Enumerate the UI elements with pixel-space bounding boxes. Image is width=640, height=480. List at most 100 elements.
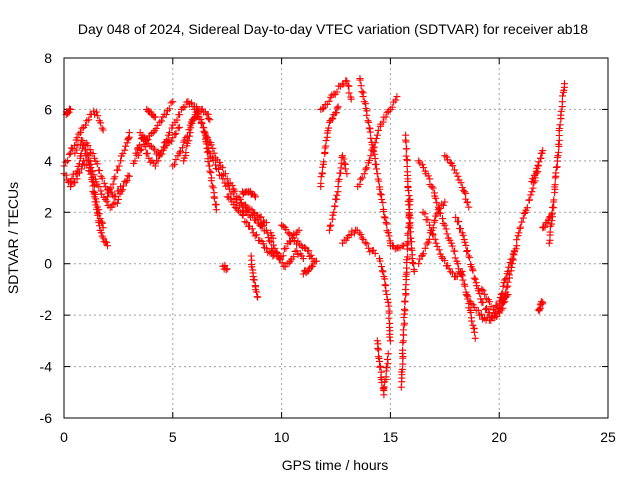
data-point bbox=[465, 252, 473, 260]
data-point bbox=[117, 157, 125, 165]
data-point bbox=[224, 180, 232, 188]
data-point bbox=[347, 95, 355, 103]
data-point bbox=[322, 137, 330, 145]
data-point bbox=[558, 92, 566, 100]
data-point bbox=[403, 145, 411, 153]
data-point bbox=[450, 166, 458, 174]
data-point bbox=[531, 171, 539, 179]
data-point bbox=[204, 114, 212, 122]
y-tick-label: -4 bbox=[40, 359, 53, 375]
data-point bbox=[442, 225, 450, 233]
series-ab18-45 bbox=[545, 80, 568, 247]
data-point bbox=[503, 283, 511, 291]
data-point bbox=[426, 221, 434, 229]
data-point bbox=[111, 173, 119, 181]
data-point bbox=[485, 298, 493, 306]
data-point bbox=[319, 163, 327, 171]
data-point bbox=[209, 144, 217, 152]
data-point bbox=[77, 149, 85, 157]
data-point bbox=[92, 195, 100, 203]
data-point bbox=[345, 82, 353, 90]
data-point bbox=[257, 213, 265, 221]
data-point bbox=[462, 241, 470, 249]
data-point bbox=[345, 89, 353, 97]
data-point bbox=[403, 156, 411, 164]
data-point bbox=[448, 242, 456, 250]
data-point bbox=[187, 124, 195, 132]
data-point bbox=[409, 259, 417, 267]
data-point bbox=[405, 192, 413, 200]
data-point bbox=[519, 214, 527, 222]
data-point bbox=[457, 179, 465, 187]
data-point bbox=[399, 339, 407, 347]
data-point bbox=[77, 128, 85, 136]
x-tick-label: 0 bbox=[60, 429, 68, 445]
data-point bbox=[113, 199, 121, 207]
data-point bbox=[325, 124, 333, 132]
data-point bbox=[383, 291, 391, 299]
data-point bbox=[98, 124, 106, 132]
series-ab18-06 bbox=[67, 141, 107, 232]
data-point bbox=[269, 234, 277, 242]
data-point bbox=[360, 170, 368, 178]
data-point bbox=[554, 152, 562, 160]
series-ab18-25 bbox=[317, 103, 342, 191]
data-point bbox=[451, 254, 459, 262]
data-point bbox=[375, 346, 383, 354]
data-point bbox=[482, 304, 490, 312]
data-point bbox=[172, 129, 180, 137]
data-point bbox=[235, 194, 243, 202]
data-point bbox=[95, 167, 103, 175]
data-point bbox=[383, 355, 391, 363]
data-point bbox=[382, 219, 390, 227]
data-point bbox=[206, 116, 214, 124]
data-point bbox=[393, 93, 401, 101]
data-point bbox=[99, 126, 107, 134]
y-tick-label: 8 bbox=[44, 50, 52, 66]
data-point bbox=[230, 201, 238, 209]
data-point bbox=[376, 190, 384, 198]
data-point bbox=[181, 103, 189, 111]
data-point bbox=[93, 108, 101, 116]
data-point bbox=[97, 119, 105, 127]
data-point bbox=[143, 149, 151, 157]
data-point bbox=[248, 225, 256, 233]
data-point bbox=[123, 176, 131, 184]
data-point bbox=[456, 225, 464, 233]
data-point bbox=[385, 232, 393, 240]
data-point bbox=[382, 287, 390, 295]
data-point bbox=[182, 149, 190, 157]
data-point bbox=[238, 211, 246, 219]
data-point bbox=[143, 136, 151, 144]
data-point bbox=[87, 170, 95, 178]
data-point bbox=[206, 167, 214, 175]
data-point bbox=[551, 181, 559, 189]
data-point bbox=[473, 282, 481, 290]
data-point bbox=[357, 82, 365, 90]
data-point bbox=[380, 391, 388, 399]
data-point bbox=[301, 243, 309, 251]
data-point bbox=[87, 164, 95, 172]
data-point bbox=[227, 195, 235, 203]
data-point bbox=[471, 334, 479, 342]
data-point bbox=[319, 105, 327, 113]
data-point bbox=[555, 140, 563, 148]
data-point bbox=[83, 150, 91, 158]
data-point bbox=[333, 88, 341, 96]
data-point bbox=[384, 298, 392, 306]
data-point bbox=[380, 213, 388, 221]
data-point bbox=[465, 203, 473, 211]
data-point bbox=[407, 234, 415, 242]
series-ab18-15 bbox=[201, 131, 220, 214]
data-point bbox=[254, 293, 262, 301]
data-point bbox=[418, 161, 426, 169]
data-point bbox=[270, 241, 278, 249]
data-point bbox=[386, 337, 394, 345]
data-point bbox=[211, 161, 219, 169]
data-point bbox=[401, 297, 409, 305]
data-point bbox=[512, 245, 520, 253]
data-point bbox=[284, 229, 292, 237]
data-point bbox=[110, 193, 118, 201]
data-point bbox=[363, 111, 371, 119]
